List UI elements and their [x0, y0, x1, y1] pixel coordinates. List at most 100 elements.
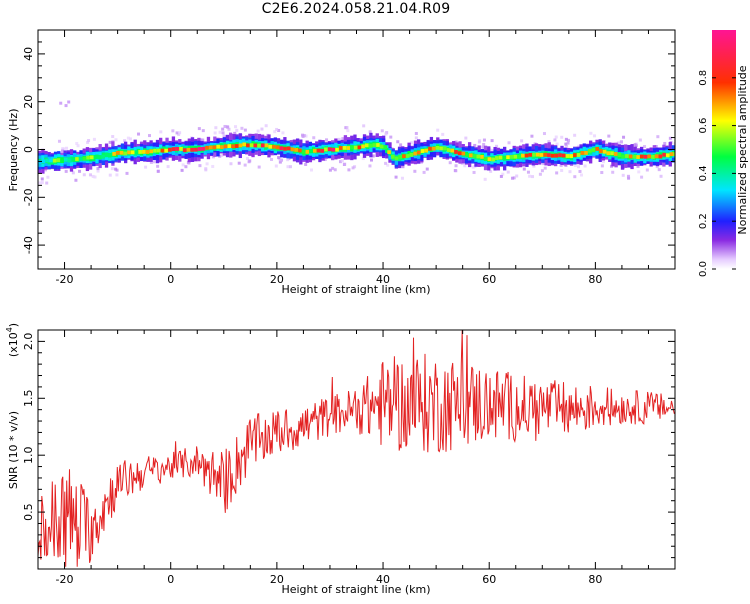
spectral-halo-cell [260, 127, 264, 131]
spectral-halo-cell [46, 175, 50, 179]
spectral-halo-cell [152, 160, 156, 164]
spectral-halo-cell [108, 173, 112, 177]
spectral-halo-cell [301, 133, 305, 137]
spectral-halo-cell [489, 169, 493, 173]
spectral-halo-cell [198, 164, 202, 168]
spectral-halo-cell [159, 130, 163, 134]
spectral-core-cell [160, 148, 165, 153]
spectral-halo-cell [270, 157, 274, 161]
spectral-halo-cell [44, 168, 48, 172]
spectral-core-cell [387, 150, 391, 155]
spectral-halo-cell [220, 153, 224, 157]
spectral-halo-cell [578, 169, 582, 173]
spectral-halo-cell [566, 141, 570, 145]
y-tick-label: 1.5 [22, 390, 35, 408]
spectral-spot [67, 100, 71, 104]
spectral-core-cell [521, 153, 525, 158]
spectral-halo-cell [522, 167, 526, 171]
spectral-core-cell [420, 149, 425, 153]
spectral-halo-cell [454, 164, 458, 168]
spectral-core-cell [283, 146, 287, 151]
spectral-halo-cell [114, 167, 118, 171]
spectral-halo-cell [573, 163, 577, 167]
spectral-core-cell [391, 154, 395, 159]
spectral-core-cell [134, 150, 139, 155]
spectral-halo-cell [627, 176, 631, 180]
spectral-halo-cell [288, 165, 292, 169]
spectral-halo-cell [61, 147, 65, 151]
spectral-halo-cell [413, 169, 417, 173]
spectral-halo-cell [560, 135, 564, 139]
spectral-core-cell [368, 143, 373, 148]
x-tick-label: 0 [167, 273, 174, 286]
colorbar-tick-label: 0.8 [698, 70, 709, 86]
spectral-halo-cell [240, 126, 244, 130]
spectral-core-cell [651, 154, 655, 159]
spectral-core-cell [249, 143, 254, 148]
snr-scale-label: (x104) [5, 323, 20, 357]
spectral-core-cell [138, 150, 142, 154]
spectral-core-cell [309, 149, 313, 154]
spectral-core-cell [168, 147, 172, 152]
spectral-core-cell [483, 156, 488, 161]
spectral-halo-cell [554, 135, 558, 139]
spectral-core-cell [346, 146, 351, 150]
spectral-halo-cell [531, 175, 535, 179]
spectral-halo-cell [425, 167, 429, 171]
spectral-halo-cell [76, 144, 80, 148]
spectral-core-cell [636, 155, 640, 159]
x-tick-label: 80 [588, 273, 602, 286]
spectral-core-cell [457, 151, 462, 156]
spectral-halo-cell [201, 138, 205, 142]
spectral-halo-cell [507, 141, 511, 145]
spectral-halo-cell [576, 165, 580, 169]
spectral-halo-cell [361, 157, 365, 161]
spectral-halo-cell [616, 141, 620, 145]
spectral-halo-cell [553, 138, 557, 142]
spectral-core-cell [164, 148, 168, 153]
spectral-core-cell [558, 153, 562, 158]
spectral-halo-cell [248, 159, 252, 163]
spectral-core-cell [517, 155, 521, 159]
spectral-halo-cell [234, 125, 238, 129]
spectral-core-cell [90, 155, 94, 160]
spectral-halo-cell [607, 134, 611, 138]
spectral-halo-cell [312, 136, 316, 140]
spectral-halo-cell [656, 135, 660, 139]
spectral-halo-cell [108, 140, 112, 144]
spectral-halo-cell [564, 142, 568, 146]
spectral-halo-cell [567, 138, 571, 142]
spectral-halo-cell [636, 164, 640, 168]
spectral-halo-cell [123, 139, 127, 143]
spectral-halo-cell [223, 124, 227, 128]
spectral-halo-cell [40, 181, 44, 185]
spectral-halo-cell [343, 162, 347, 166]
spectral-core-cell [376, 143, 380, 147]
spectral-core-cell [602, 149, 607, 154]
spectral-halo-cell [235, 128, 239, 132]
spectral-core-cell [495, 156, 499, 160]
y-tick-label: -40 [22, 236, 35, 254]
spectral-halo-cell [309, 168, 313, 172]
spectral-core-cell [231, 144, 235, 149]
spectral-halo-cell [338, 160, 342, 164]
spectral-halo-cell [213, 131, 217, 135]
spectral-spot [64, 104, 68, 108]
spectral-halo-cell [401, 165, 405, 169]
colorbar-label: Normalized spectral amplitude [736, 65, 749, 234]
spectral-halo-cell [115, 173, 119, 177]
spectral-halo-cell [601, 160, 605, 164]
spectral-core-cell [469, 153, 473, 158]
spectral-core-cell [67, 158, 72, 163]
spectral-core-cell [93, 155, 98, 160]
spectral-core-cell [665, 153, 670, 158]
spectral-halo-cell [181, 163, 185, 167]
spectral-core-cell [673, 152, 675, 157]
spectral-core-cell [424, 148, 429, 153]
x-tick-label: -20 [56, 273, 74, 286]
spectral-core-cell [364, 143, 369, 148]
spectral-halo-cell [221, 131, 225, 135]
spectral-halo-cell [57, 139, 61, 143]
spectral-core-cell [119, 150, 124, 155]
spectral-halo-cell [149, 160, 153, 164]
